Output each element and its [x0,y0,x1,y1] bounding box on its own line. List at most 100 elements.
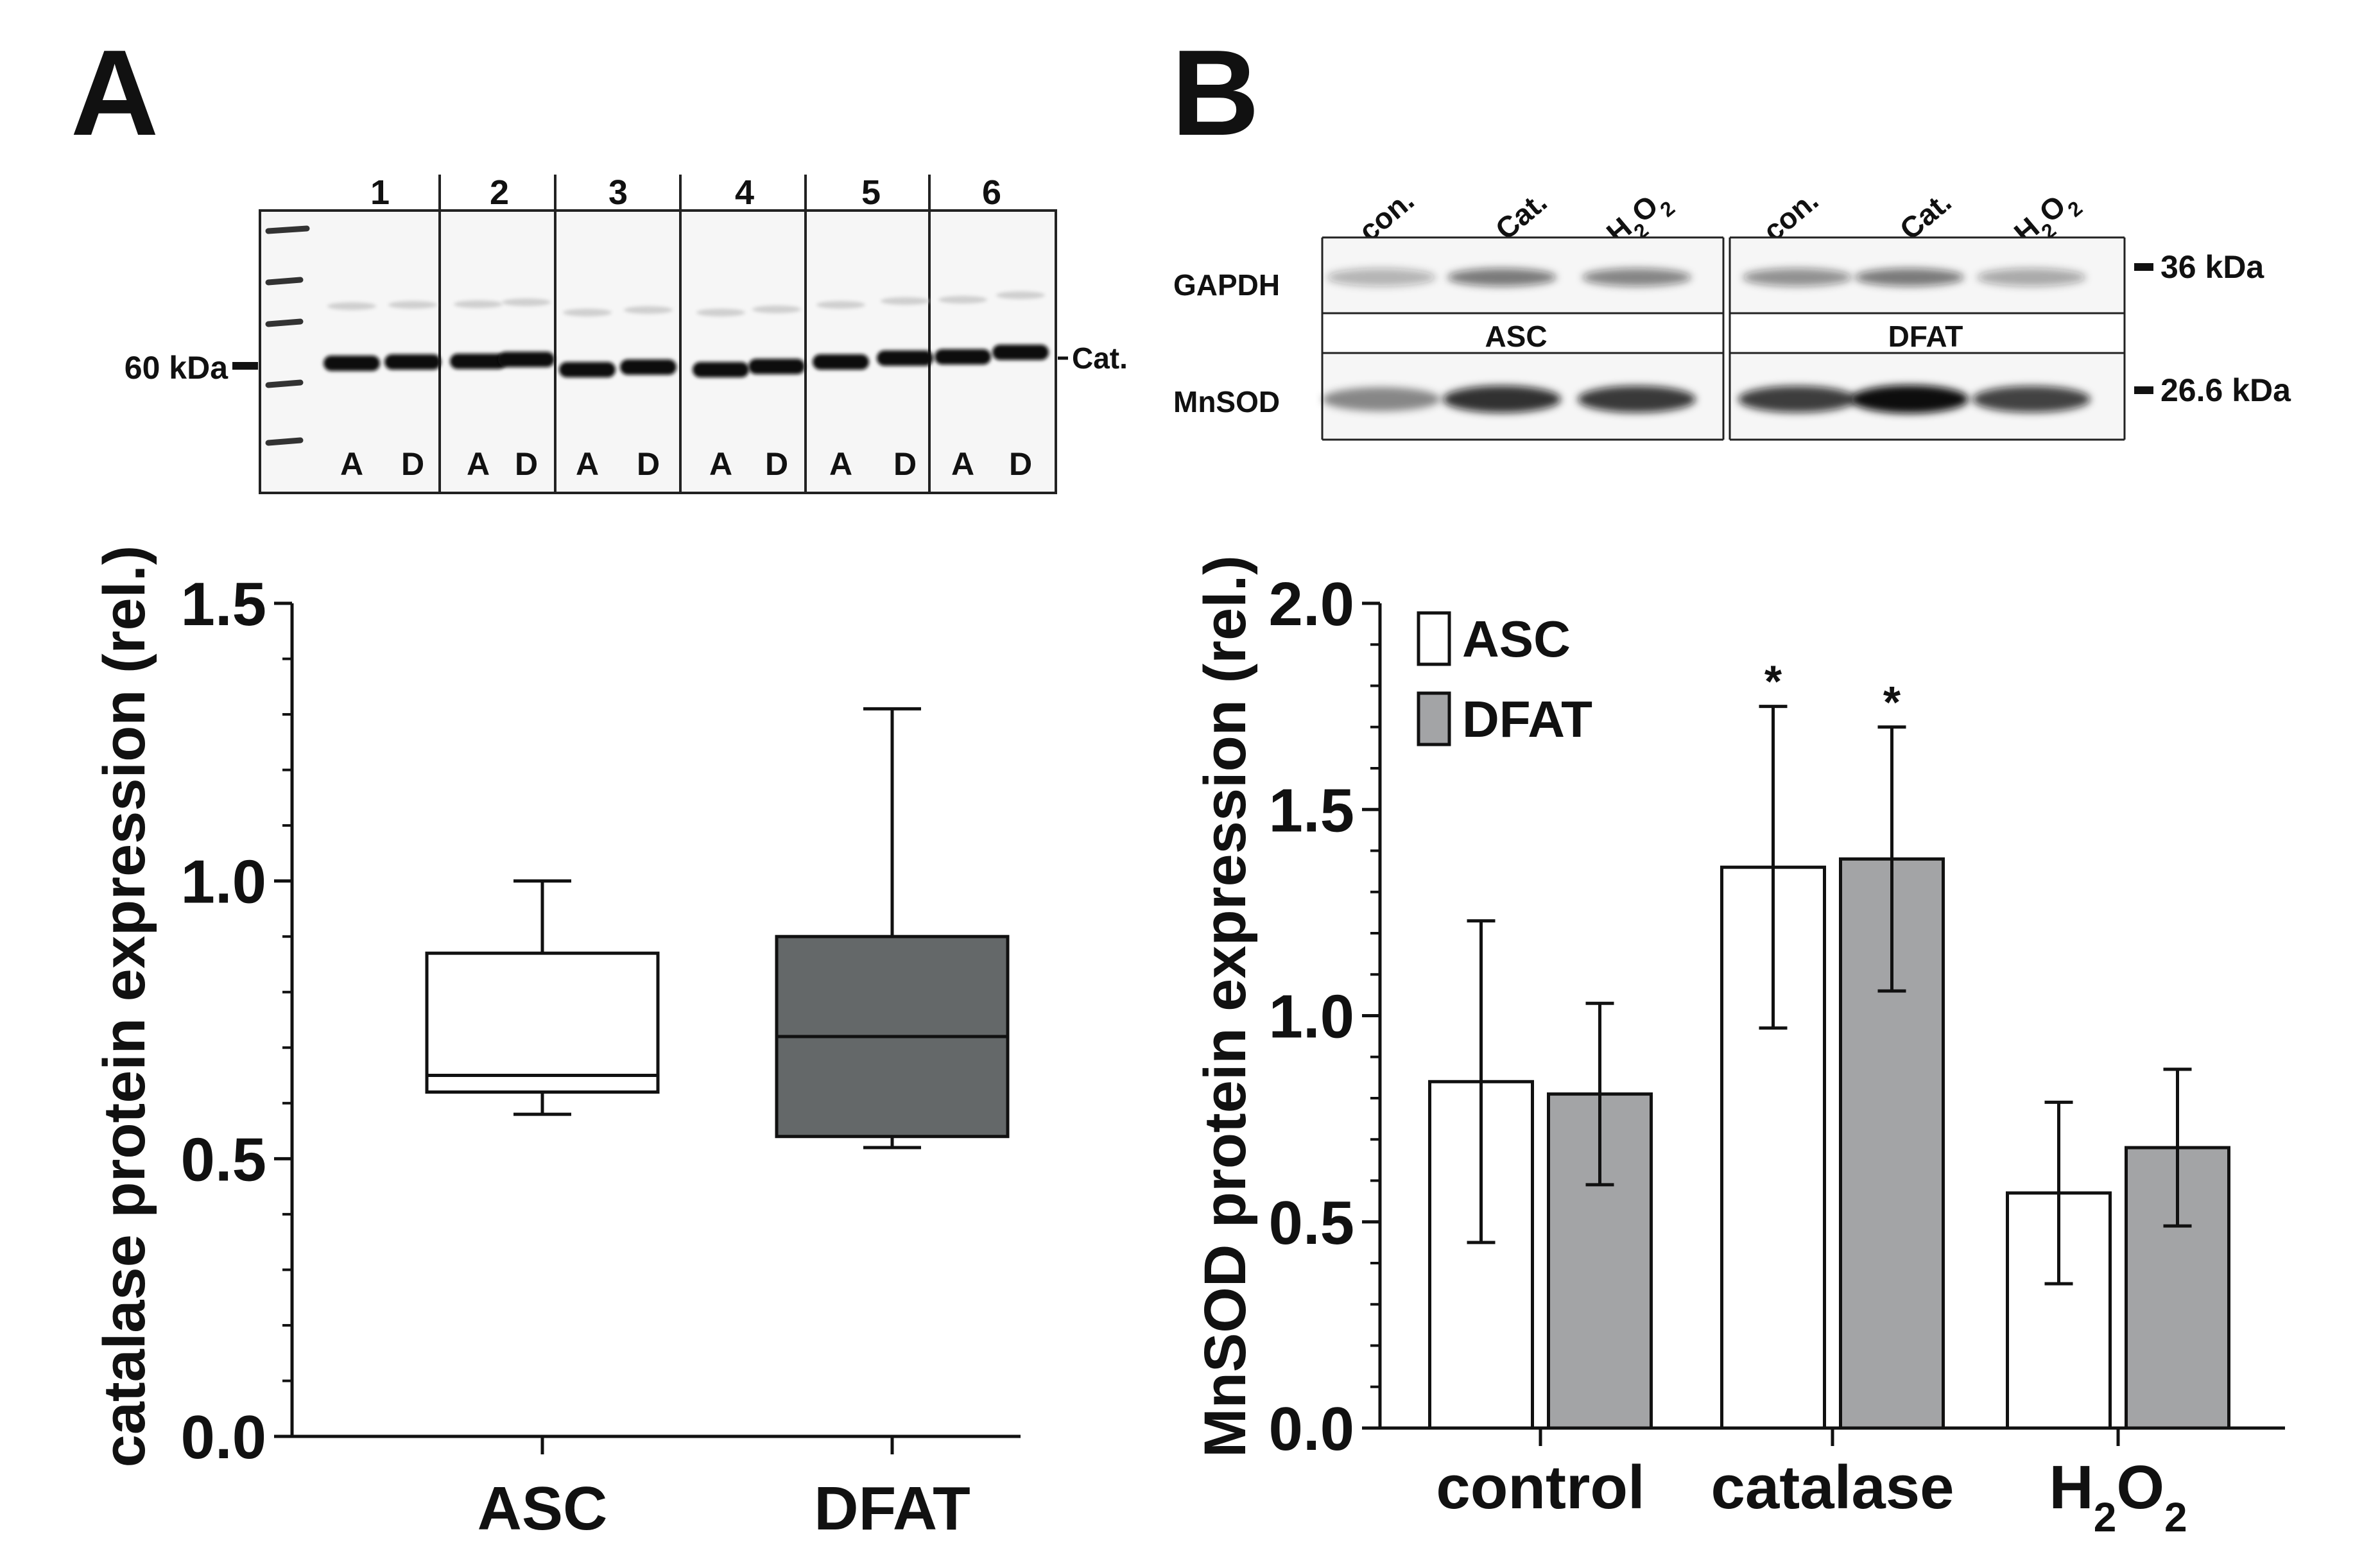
gapdh-band [1327,268,1436,286]
catalase-band [877,350,933,366]
lane-label-a: A [576,446,599,482]
faint-band [624,306,673,314]
faint-band [454,300,503,308]
catalase-bands [323,291,1049,377]
faint-band [388,301,437,309]
chart-b-x-label: H2O2 [2049,1453,2187,1540]
chart-b-y-tick-label: 1.5 [1269,776,1354,845]
significance-marker: * [1764,657,1782,707]
lane-number-4: 4 [735,173,754,212]
catalase-band [813,354,869,370]
catalase-band-label: Cat. [1072,341,1128,375]
dfat-group-label: DFAT [1888,320,1963,353]
box-asc [425,951,660,1094]
gapdh-band [1855,268,1964,286]
gapdh-band [1743,268,1852,286]
lane-label-a: A [709,446,732,482]
catalase-band [323,356,380,371]
faint-band [696,309,745,316]
gapdh-band [1582,268,1691,286]
faint-band [816,301,865,309]
marker-60kda-tick [232,362,258,370]
faint-band [938,296,987,304]
mnsod-western-blot: con. Cat. H2O2 con. Cat. H2O2 GAPDH MnSOD ASC… [1173,183,2291,441]
faint-band [996,291,1045,299]
faint-band [563,309,612,316]
marker-60kda-label: 60 kDa [125,350,229,386]
lane-number-3: 3 [608,173,628,212]
panel-letter-b: B [1171,25,1259,161]
marker-26kda-tick [2134,386,2153,394]
mnsod-band [1972,386,2091,413]
faint-band [327,302,376,310]
gapdh-band [1447,268,1556,286]
lane-number-1: 1 [370,173,390,212]
mnsod-band [1578,386,1696,413]
chart-a-y-tick-label: 1.5 [181,570,266,639]
chart-a-y-tick-label: 1.0 [181,848,266,917]
gapdh-band [1977,268,2086,286]
catalase-band [693,362,749,377]
catalase-band [935,349,991,365]
chart-a-y-axis-label: catalase protein expression (rel.) [92,546,157,1468]
mnsod-row-label: MnSOD [1173,385,1280,418]
lane-number-labels: 1 2 3 4 5 6 [370,173,1001,212]
lane-label-d: D [637,446,660,482]
ladder-band-2 [265,277,304,286]
lane-label-a: A [829,446,852,482]
faint-band [502,298,551,306]
significance-marker: * [1883,677,1901,727]
chart-a-x-label-asc: ASC [478,1474,608,1543]
blot-b-group-strip [1729,312,2126,354]
chart-b-y-tick-label: 0.5 [1269,1189,1354,1257]
catalase-band [559,362,616,377]
marker-36kda-label: 36 kDa [2160,249,2264,285]
chart-a-y-tick-label: 0.0 [181,1403,266,1472]
panel-letter-a: A [71,25,159,161]
faint-band [881,297,929,305]
ladder-band-1 [265,225,310,234]
mnsod-band [1443,385,1561,413]
chart-b-y-tick-label: 0.0 [1269,1395,1354,1463]
marker-26kda-label: 26.6 kDa [2160,372,2291,408]
chart-b-y-tick-label: 2.0 [1269,570,1354,639]
gapdh-row-label: GAPDH [1173,268,1280,302]
ladder-band-4 [265,379,304,388]
mnsod-band [1738,386,1856,413]
ladder-band-3 [265,318,304,327]
legend-swatch-dfat [1417,691,1451,746]
lane-number-2: 2 [490,173,509,212]
chart-a-y-tick-label: 0.5 [181,1125,266,1194]
molecular-weight-ladder [265,225,310,446]
chart-b-y-axis-label: MnSOD protein expression (rel.) [1193,555,1258,1458]
mnsod-band [1850,385,1969,413]
mnsod-band [1322,387,1440,411]
lane-label-d: D [401,446,424,482]
catalase-band [620,359,677,375]
lane-label-d: D [765,446,788,482]
lane-label-a: A [467,446,490,482]
catalase-band [450,354,506,369]
ladder-band-5 [265,437,304,446]
asc-group-label: ASC [1485,320,1547,353]
lane-label-d: D [1009,446,1032,482]
lane-number-5: 5 [861,173,881,212]
catalase-band [992,345,1049,360]
legend-label-asc: ASC [1462,610,1571,667]
faint-band [752,306,801,313]
catalase-band [498,352,555,367]
mnsod-bar-chart: MnSOD protein expression (rel.) 0.0 0.5 1.… [1193,555,2285,1540]
lane-label-a: A [340,446,363,482]
catalase-band [748,359,805,374]
lane-label-d: D [515,446,538,482]
blot-b-bands [1322,268,2091,413]
legend-label-dfat: DFAT [1462,691,1592,748]
catalase-boxplot: catalase protein expression (rel.) 0.0 0.… [92,546,1021,1543]
lane-label-d: D [893,446,917,482]
lane-label-a: A [951,446,974,482]
legend-swatch-asc [1417,611,1451,666]
marker-36kda-tick [2134,263,2153,271]
